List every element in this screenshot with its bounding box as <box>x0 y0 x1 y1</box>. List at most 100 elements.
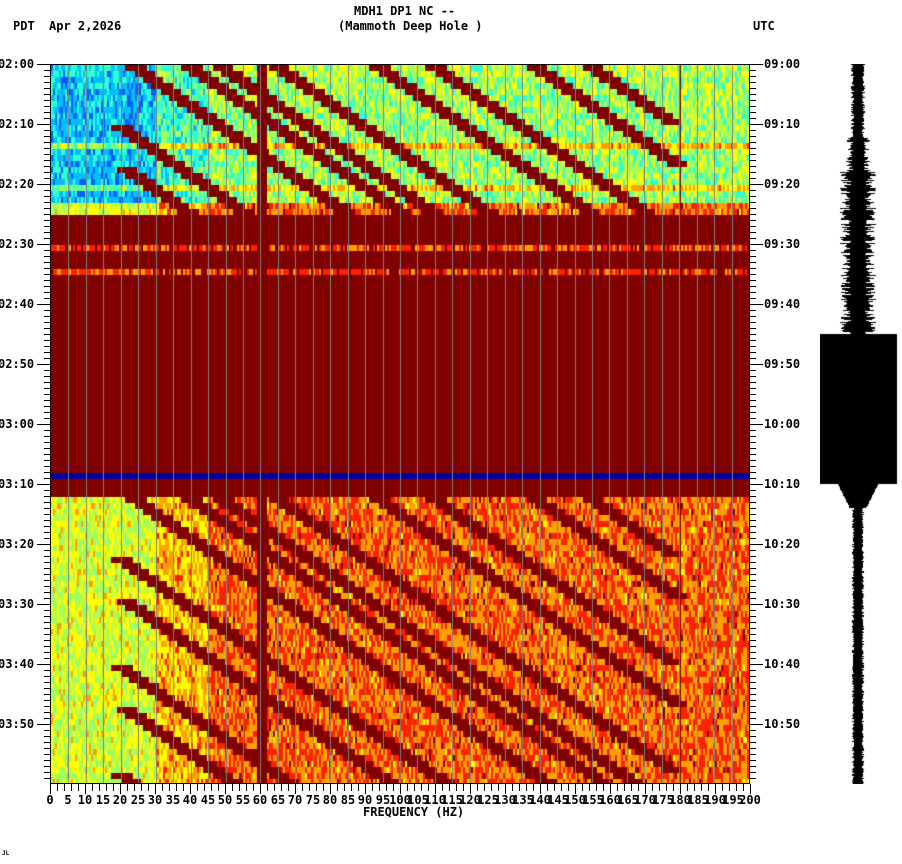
x-tick <box>407 784 408 791</box>
y-tick-left <box>44 574 50 575</box>
x-tick-label: 125 <box>477 793 499 807</box>
x-tick-label: 20 <box>112 793 128 807</box>
x-tick <box>113 784 114 791</box>
y-tick-right <box>750 766 756 767</box>
x-tick <box>666 784 667 791</box>
x-tick <box>64 784 65 791</box>
y-tick-right <box>750 526 756 527</box>
y-tick-right <box>750 388 756 389</box>
y-tick-right <box>750 406 756 407</box>
y-tick-left <box>44 580 50 581</box>
x-tick <box>337 784 338 791</box>
x-tick-label: 165 <box>617 793 639 807</box>
x-tick-label: 110 <box>424 793 446 807</box>
y-tick-left <box>44 370 50 371</box>
y-tick-right <box>750 484 763 485</box>
y-tick-right <box>750 88 756 89</box>
y-tick-right <box>750 460 756 461</box>
y-tick-left <box>44 718 50 719</box>
x-tick <box>680 784 681 794</box>
y-tick-left <box>44 322 50 323</box>
y-tick-left <box>44 220 50 221</box>
x-tick <box>127 784 128 791</box>
x-tick <box>456 784 457 791</box>
y-tick-left <box>44 208 50 209</box>
y-tick-right <box>750 544 763 545</box>
y-tick-left <box>44 274 50 275</box>
x-tick-label: 15 <box>95 793 111 807</box>
x-tick <box>267 784 268 791</box>
y-tick-label-right: 10:00 <box>764 417 801 431</box>
y-tick-left <box>44 376 50 377</box>
x-tick-label: 90 <box>357 793 373 807</box>
x-tick-label: 140 <box>529 793 551 807</box>
x-tick-label: 85 <box>340 793 356 807</box>
y-tick-right <box>750 220 756 221</box>
y-tick-right <box>750 274 756 275</box>
y-tick-left <box>44 292 50 293</box>
y-tick-left <box>44 592 50 593</box>
y-tick-right <box>750 148 756 149</box>
y-tick-left <box>44 94 50 95</box>
x-tick <box>204 784 205 791</box>
y-tick-left <box>44 256 50 257</box>
x-tick-label: 65 <box>270 793 286 807</box>
y-tick-right <box>750 772 756 773</box>
y-tick-right <box>750 286 756 287</box>
x-tick <box>533 784 534 791</box>
y-tick-left <box>44 196 50 197</box>
y-tick-right <box>750 172 756 173</box>
y-tick-left <box>44 712 50 713</box>
y-tick-right <box>750 82 756 83</box>
y-tick-left <box>37 184 50 185</box>
y-tick-left <box>44 286 50 287</box>
y-tick-right <box>750 532 756 533</box>
y-tick-right <box>750 418 756 419</box>
y-tick-right <box>750 694 756 695</box>
y-tick-left <box>44 694 50 695</box>
y-tick-left <box>44 298 50 299</box>
y-tick-right <box>750 688 756 689</box>
x-tick-label: 190 <box>704 793 726 807</box>
left-timezone: PDT <box>13 19 35 33</box>
y-tick-right <box>750 130 756 131</box>
x-tick <box>295 784 296 794</box>
station-line: MDH1 DP1 NC -- <box>354 4 456 18</box>
y-tick-left <box>44 388 50 389</box>
y-tick-label-left: 02:20 <box>0 177 35 191</box>
y-tick-right <box>750 358 756 359</box>
y-tick-label-right: 09:20 <box>764 177 801 191</box>
y-tick-left <box>44 652 50 653</box>
x-tick <box>393 784 394 791</box>
y-tick-left <box>37 484 50 485</box>
x-tick <box>183 784 184 791</box>
x-tick <box>106 784 107 791</box>
y-tick-left <box>44 556 50 557</box>
x-tick <box>148 784 149 791</box>
x-tick <box>540 784 541 794</box>
y-tick-left <box>37 664 50 665</box>
y-tick-left <box>44 778 50 779</box>
y-tick-right <box>750 550 756 551</box>
x-tick <box>274 784 275 791</box>
y-tick-left <box>44 586 50 587</box>
x-tick-label: 175 <box>652 793 674 807</box>
x-tick <box>344 784 345 791</box>
y-tick-left <box>44 100 50 101</box>
y-tick-left <box>44 136 50 137</box>
x-tick <box>232 784 233 791</box>
y-tick-left <box>37 364 50 365</box>
y-tick-left <box>44 268 50 269</box>
y-tick-label-left: 02:30 <box>0 237 35 251</box>
y-tick-left <box>44 736 50 737</box>
y-tick-right <box>750 442 756 443</box>
x-tick-label: 25 <box>130 793 146 807</box>
y-tick-right <box>750 76 756 77</box>
y-tick-right <box>750 196 756 197</box>
y-tick-left <box>44 670 50 671</box>
y-tick-right <box>750 448 756 449</box>
x-tick <box>379 784 380 791</box>
y-tick-right <box>750 538 756 539</box>
x-tick-label: 135 <box>512 793 534 807</box>
x-tick <box>477 784 478 791</box>
